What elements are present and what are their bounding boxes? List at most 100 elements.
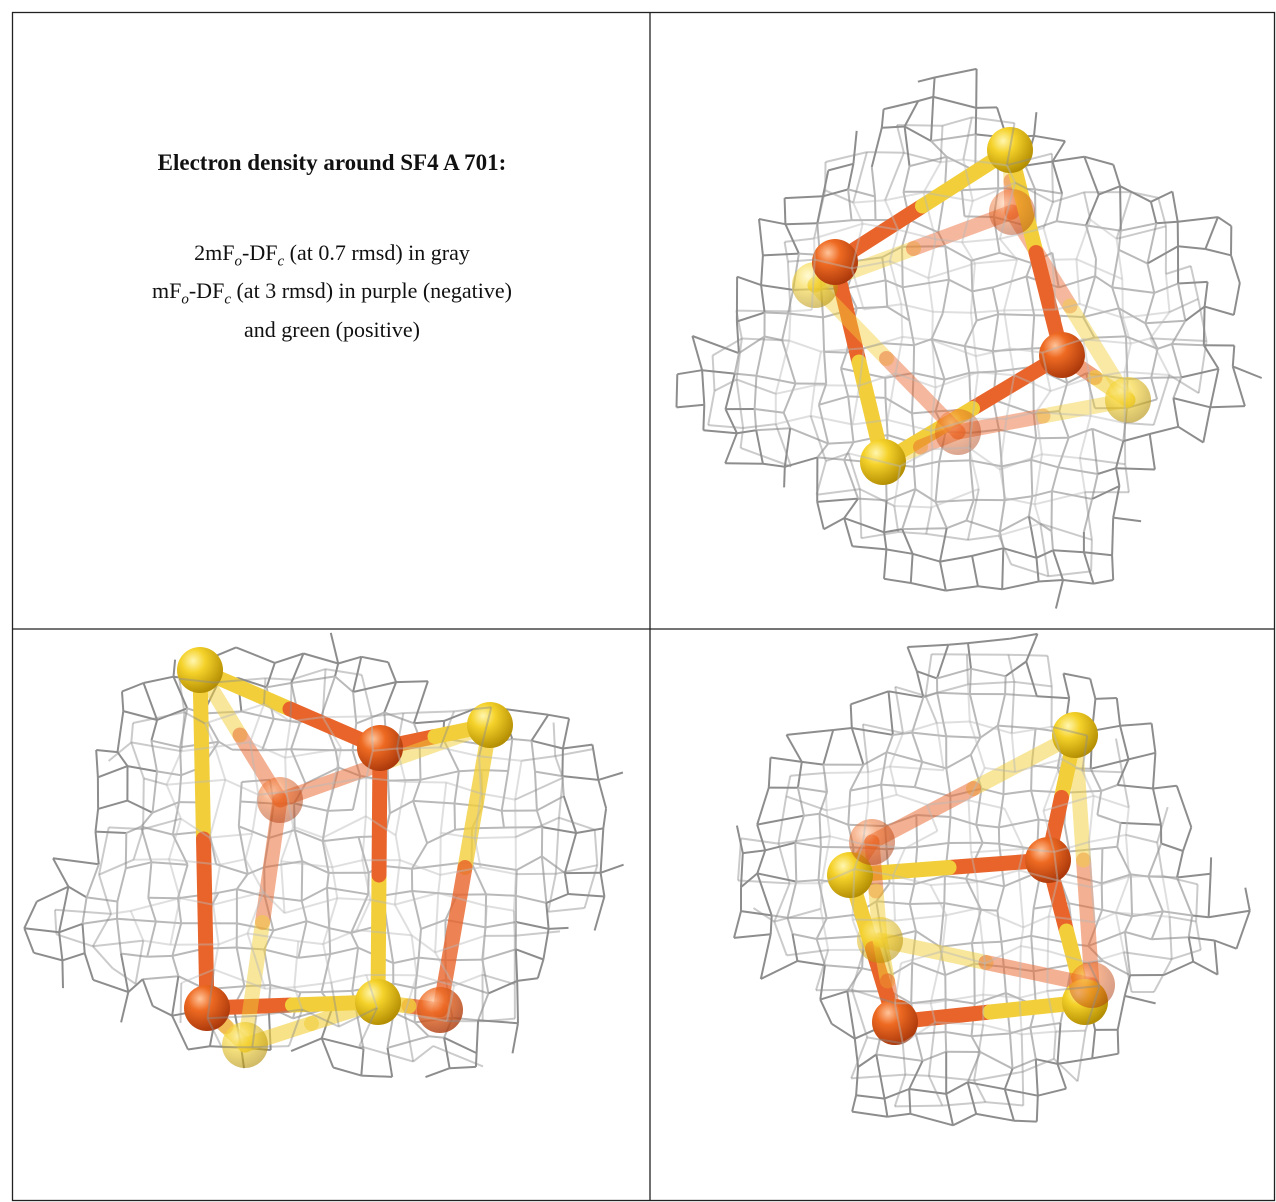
mesh-line [212, 904, 220, 945]
mesh-line [843, 459, 860, 499]
mesh-line [784, 237, 815, 243]
mesh-line [486, 905, 515, 912]
mesh-line [756, 824, 767, 851]
table-border [11, 11, 1276, 1202]
mesh-line [924, 654, 933, 697]
mesh-line [1090, 414, 1126, 424]
mesh-line [428, 1035, 445, 1039]
mesh-line [98, 827, 110, 875]
mesh-line [356, 929, 412, 937]
mesh-line [911, 732, 924, 763]
mesh-line [152, 801, 180, 814]
mesh-line [1093, 579, 1114, 585]
mesh-line [1202, 344, 1220, 370]
mesh-line [440, 746, 480, 758]
mesh-line [1062, 579, 1094, 585]
mesh-line [251, 1015, 258, 1048]
mesh-line [410, 935, 418, 976]
mesh-line [1130, 873, 1149, 878]
text-run: -DF [188, 278, 225, 304]
mesh-line [823, 517, 845, 531]
mesh-line [948, 642, 969, 646]
mesh-line [914, 874, 946, 886]
mesh-line [937, 231, 947, 247]
mesh-line [912, 552, 941, 563]
mesh-line [851, 1095, 858, 1112]
mesh-line [927, 1075, 944, 1107]
atom [987, 127, 1033, 173]
mesh-line [321, 989, 353, 993]
mesh-line [1124, 834, 1131, 877]
mesh-line [1176, 850, 1184, 878]
mesh-line [235, 646, 276, 664]
mesh-line [241, 710, 274, 720]
mesh-line [482, 1017, 515, 1023]
mesh-line [945, 998, 975, 1005]
mesh-line [843, 498, 859, 519]
mesh-line [1121, 279, 1124, 318]
mesh-line [1082, 551, 1095, 584]
mesh-line [796, 879, 819, 883]
mesh-line [206, 1017, 223, 1048]
mesh-line [931, 340, 937, 388]
mesh-line [851, 949, 865, 990]
mesh-line [917, 76, 935, 83]
mesh-line [904, 125, 932, 142]
mesh-line [930, 313, 944, 340]
mesh-line [1035, 220, 1058, 230]
mesh-line [1187, 937, 1195, 962]
mesh-line [1003, 1068, 1014, 1090]
mesh-line [426, 828, 456, 845]
mesh-line [1082, 769, 1123, 774]
mesh-line [962, 159, 974, 202]
mesh-line [1112, 164, 1122, 187]
mesh-line [912, 466, 917, 490]
mesh-line [52, 857, 99, 866]
mesh-line [900, 304, 904, 337]
mesh-line [932, 77, 936, 97]
mesh-line [975, 788, 983, 825]
mesh-line [1175, 785, 1193, 828]
mesh-line [736, 378, 777, 395]
mesh-line [757, 814, 805, 826]
mesh-line [1056, 1063, 1068, 1090]
mesh-line [976, 313, 999, 322]
mesh-line [930, 881, 978, 886]
mesh-line [1055, 303, 1080, 311]
mesh-line [58, 886, 70, 933]
mesh-line [711, 355, 716, 391]
mesh-line [187, 1045, 211, 1051]
mesh-line [514, 930, 561, 937]
mesh-line [558, 777, 564, 818]
mesh-line [784, 456, 818, 468]
mesh-line [846, 991, 856, 1039]
mesh-line [403, 1013, 415, 1062]
mesh-line [895, 372, 936, 389]
mesh-line [813, 238, 816, 260]
mesh-line [701, 370, 706, 405]
mesh-line [974, 107, 978, 135]
mesh-line [969, 370, 996, 374]
mesh-line [1018, 869, 1058, 882]
mesh-line [143, 777, 167, 786]
mesh-line [1050, 153, 1054, 203]
mesh-line [970, 667, 1006, 678]
mesh-line [531, 739, 564, 750]
mesh-line [888, 229, 900, 262]
mesh-line [862, 222, 899, 231]
mesh-line [762, 462, 785, 468]
mesh-line [521, 755, 556, 762]
mesh-line [833, 727, 852, 731]
mesh-line [1115, 467, 1155, 471]
mesh-line [515, 948, 544, 961]
panels [23, 67, 1263, 1127]
mesh-line [911, 961, 946, 977]
mesh-line [1035, 557, 1040, 582]
mesh-line [978, 907, 1024, 929]
mesh-line [977, 908, 986, 964]
mesh-line [894, 914, 947, 922]
mesh-line [453, 771, 460, 804]
mesh-line [437, 874, 442, 894]
mesh-line [558, 816, 596, 831]
mesh-line [915, 670, 925, 698]
